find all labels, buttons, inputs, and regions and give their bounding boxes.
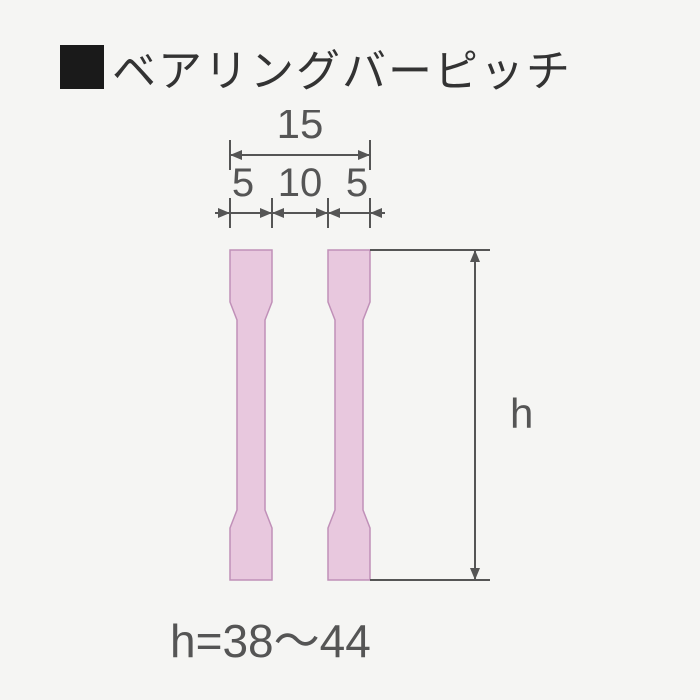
dim-label-10: 10	[278, 161, 323, 205]
dim-label-5-right: 5	[346, 161, 368, 205]
title-bullet	[60, 45, 104, 89]
height-range-label: h=38～44	[170, 605, 371, 671]
right-bar	[328, 250, 370, 580]
dim-sub-widths: 5 10 5	[215, 161, 385, 228]
dim-label-5-left: 5	[232, 161, 254, 205]
dim-label-h: h	[510, 390, 533, 438]
bearing-bar-diagram: 15 5 10 5	[130, 110, 570, 620]
page-title: ベアリングバーピッチ	[112, 35, 572, 99]
dim-height	[370, 250, 490, 580]
dim-label-15: 15	[277, 110, 324, 147]
left-bar	[230, 250, 272, 580]
